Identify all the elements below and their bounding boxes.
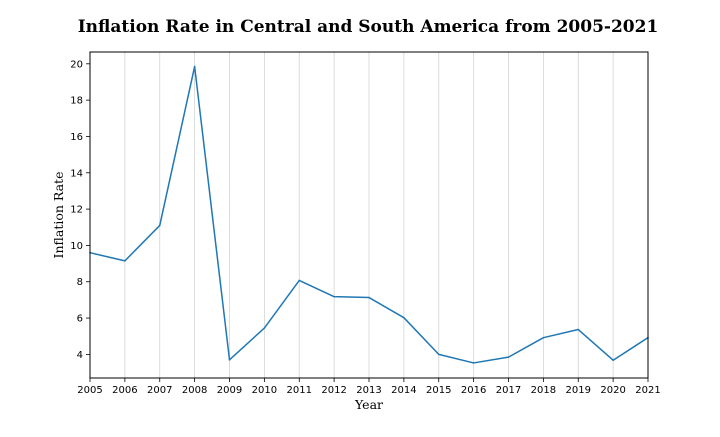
data-point <box>403 316 405 319</box>
x-tick-label: 2011 <box>287 385 312 396</box>
x-axis: 2005 2006 2007 2008 2009 2010 2011 2012 2013 2014… <box>77 378 661 396</box>
x-tick-label: 2017 <box>496 385 521 396</box>
data-point <box>193 65 196 68</box>
x-tick-label: 2016 <box>461 385 486 396</box>
y-tick-label: 16 <box>70 132 83 143</box>
y-tick-label: 18 <box>70 96 83 107</box>
x-tick-label: 2020 <box>600 385 625 396</box>
data-point <box>368 296 370 299</box>
data-point <box>472 362 475 364</box>
chart-title: Inflation Rate in Central and South Amer… <box>78 17 659 37</box>
data-point <box>612 359 614 362</box>
y-tick-label: 6 <box>77 314 83 325</box>
x-tick-label: 2010 <box>252 385 277 396</box>
data-point <box>158 224 161 227</box>
y-tick-label: 14 <box>70 168 83 179</box>
x-tick-label: 2008 <box>182 385 207 396</box>
x-tick-label: 2007 <box>147 385 172 396</box>
data-point <box>124 260 126 262</box>
x-tick-label: 2014 <box>391 385 416 396</box>
data-point <box>228 359 231 361</box>
x-tick-label: 2019 <box>566 385 591 396</box>
data-point <box>542 336 545 339</box>
data-point <box>437 353 440 356</box>
x-tick-label: 2021 <box>635 385 660 396</box>
y-axis-label: Inflation Rate <box>51 172 66 259</box>
x-tick-label: 2018 <box>531 385 556 396</box>
y-tick-label: 4 <box>77 350 83 361</box>
x-tick-label: 2005 <box>77 385 102 396</box>
data-point <box>298 279 301 282</box>
data-point <box>577 328 580 331</box>
y-tick-label: 20 <box>70 59 83 70</box>
data-point <box>333 295 335 298</box>
y-tick-label: 10 <box>70 241 83 252</box>
x-axis-label: Year <box>354 397 383 412</box>
y-axis: 4 6 8 10 12 14 16 18 20 <box>70 59 90 361</box>
x-tick-label: 2015 <box>426 385 451 396</box>
y-tick-label: 8 <box>77 277 83 288</box>
data-point <box>507 356 510 358</box>
x-tick-label: 2009 <box>217 385 242 396</box>
y-tick-label: 12 <box>70 205 83 216</box>
data-point <box>263 327 266 329</box>
grid-lines <box>89 52 649 378</box>
x-tick-label: 2012 <box>321 385 346 396</box>
x-tick-label: 2013 <box>356 385 381 396</box>
x-tick-label: 2006 <box>112 385 137 396</box>
